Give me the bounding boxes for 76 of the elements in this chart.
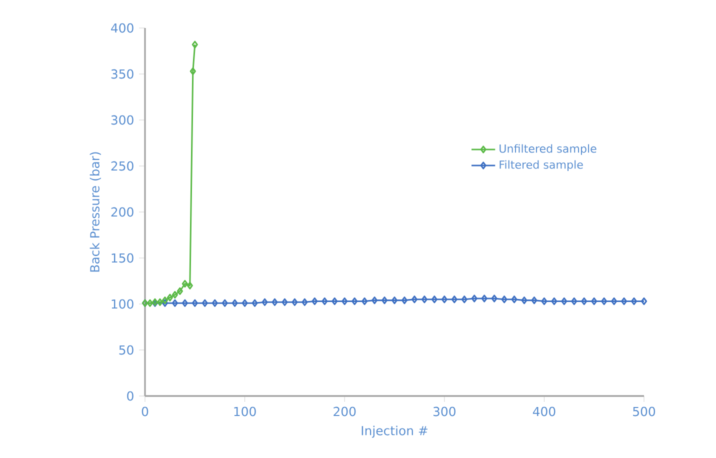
x-tick-label: 500	[633, 406, 656, 416]
point	[431, 296, 438, 304]
point	[491, 294, 498, 302]
y-tick-label: 150	[112, 253, 134, 263]
point	[272, 298, 278, 306]
y-tick-label: 50	[119, 345, 134, 355]
point	[166, 294, 173, 302]
point	[441, 296, 448, 304]
y-tick-label: 100	[112, 299, 134, 309]
point	[172, 299, 178, 307]
point	[601, 297, 608, 306]
point	[381, 296, 388, 304]
y-tick-label: 300	[111, 115, 134, 125]
point	[352, 297, 358, 306]
point	[541, 297, 548, 306]
point	[501, 296, 508, 304]
point	[252, 299, 258, 307]
point	[282, 298, 288, 306]
point	[302, 298, 308, 306]
point	[621, 297, 628, 306]
y-tick-label: 400	[111, 23, 134, 33]
point	[242, 299, 248, 307]
x-axis-title: Injection #	[362, 426, 428, 438]
y-tick-label: 250	[111, 161, 134, 171]
point	[332, 297, 338, 306]
point	[232, 299, 238, 307]
point	[581, 297, 588, 306]
point	[372, 296, 378, 304]
point	[481, 294, 488, 302]
x-tick-label: 100	[234, 406, 256, 416]
point	[162, 296, 168, 304]
point	[511, 296, 518, 304]
point	[292, 298, 298, 306]
point	[571, 297, 578, 306]
point	[471, 294, 478, 302]
point	[312, 297, 318, 306]
point	[156, 298, 164, 306]
point	[611, 297, 618, 306]
point	[182, 299, 188, 307]
legend-label: Unfiltered sample	[500, 144, 596, 155]
point	[186, 282, 193, 290]
y-tick-label: 0	[127, 391, 134, 401]
point	[342, 297, 348, 306]
point	[192, 299, 198, 307]
point	[561, 297, 568, 306]
point	[362, 297, 368, 306]
point	[521, 296, 528, 304]
point	[421, 296, 428, 304]
point	[176, 287, 183, 295]
x-tick-label: 400	[532, 406, 556, 416]
point	[190, 67, 196, 76]
x-tick-label: 200	[334, 406, 356, 416]
point	[172, 291, 178, 299]
x-tick-label: 0	[142, 406, 148, 416]
y-tick-label: 350	[111, 69, 134, 79]
point	[391, 296, 398, 304]
y-tick-label: 200	[111, 207, 134, 217]
point	[411, 296, 418, 304]
point	[531, 296, 538, 304]
point	[146, 299, 154, 307]
y-axis-title: Back Pressure (bar)	[90, 152, 101, 272]
point	[162, 299, 168, 307]
point	[451, 296, 458, 304]
point	[202, 299, 208, 307]
point	[591, 297, 598, 306]
point	[222, 299, 228, 307]
point	[551, 297, 558, 306]
point	[182, 280, 188, 288]
point	[212, 299, 218, 307]
point	[322, 297, 328, 306]
point	[461, 296, 468, 304]
point	[630, 297, 638, 306]
legend-label: Filtered sample	[500, 160, 583, 171]
point	[262, 298, 268, 306]
point	[401, 296, 408, 304]
x-tick-label: 300	[433, 406, 456, 416]
